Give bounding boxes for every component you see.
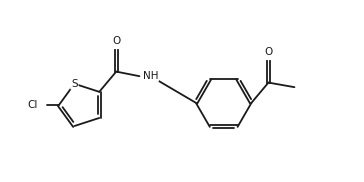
Text: S: S (71, 79, 78, 89)
Text: O: O (264, 48, 273, 58)
Text: NH: NH (143, 71, 158, 81)
Text: Cl: Cl (28, 100, 38, 110)
Text: O: O (112, 36, 120, 46)
